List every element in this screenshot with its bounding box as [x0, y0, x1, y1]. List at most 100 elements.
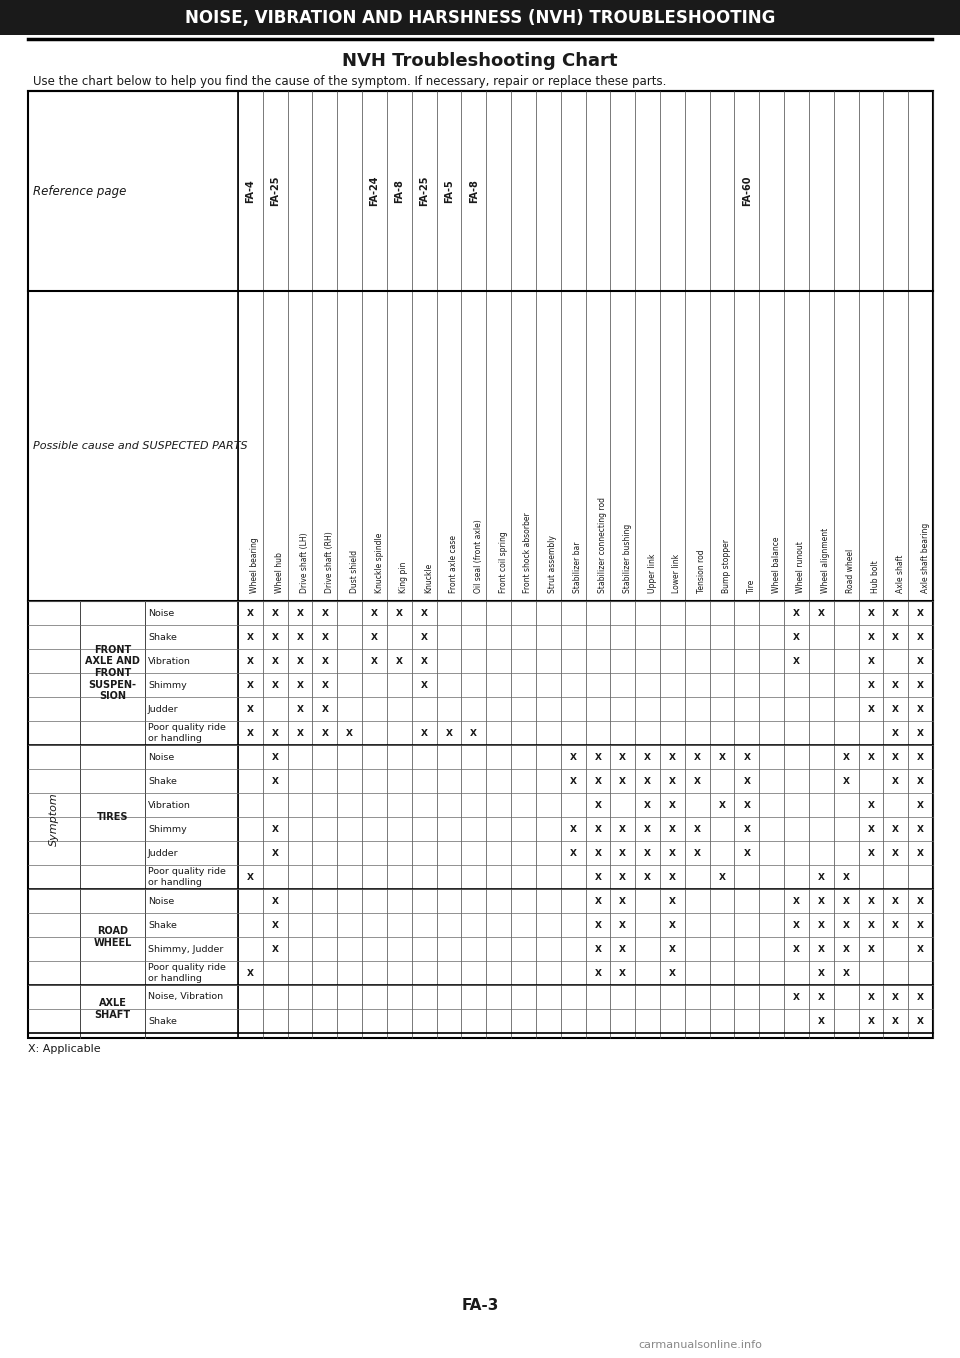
- Text: X: X: [569, 849, 577, 857]
- Text: X: X: [420, 656, 427, 665]
- Text: X: X: [694, 777, 701, 785]
- Text: Knuckle: Knuckle: [424, 562, 433, 593]
- Text: FRONT
AXLE AND
FRONT
SUSPEN-
SION: FRONT AXLE AND FRONT SUSPEN- SION: [85, 645, 140, 701]
- Text: Shimmy: Shimmy: [148, 680, 187, 690]
- Text: Front coil spring: Front coil spring: [498, 531, 508, 593]
- Text: Tire: Tire: [747, 579, 756, 593]
- Text: X: X: [297, 705, 303, 713]
- Text: TIRES: TIRES: [97, 812, 129, 822]
- Text: X: X: [420, 608, 427, 618]
- Text: X: X: [917, 752, 924, 762]
- Text: X: X: [272, 824, 278, 834]
- Text: X: X: [619, 968, 626, 978]
- Text: FA-8: FA-8: [395, 179, 404, 202]
- Text: X: X: [843, 921, 850, 929]
- Text: X: X: [594, 800, 601, 809]
- Text: X: X: [892, 824, 900, 834]
- Text: Knuckle spindle: Knuckle spindle: [374, 532, 383, 593]
- Text: X: X: [917, 608, 924, 618]
- Text: X: X: [868, 993, 875, 1001]
- Text: FA-8: FA-8: [468, 179, 479, 202]
- Text: X: X: [743, 800, 751, 809]
- Text: X: X: [793, 633, 800, 641]
- Text: Wheel hub: Wheel hub: [276, 553, 284, 593]
- Text: X: Applicable: X: Applicable: [28, 1044, 101, 1054]
- Text: X: X: [868, 608, 875, 618]
- Text: X: X: [619, 849, 626, 857]
- Text: FA-5: FA-5: [444, 179, 454, 202]
- Text: Front axle case: Front axle case: [449, 535, 458, 593]
- Text: X: X: [843, 968, 850, 978]
- Text: FA-60: FA-60: [742, 175, 752, 206]
- Text: Vibration: Vibration: [148, 800, 191, 809]
- Text: X: X: [917, 633, 924, 641]
- Text: X: X: [272, 896, 278, 906]
- Text: X: X: [868, 680, 875, 690]
- Text: X: X: [297, 608, 303, 618]
- Text: Wheel runout: Wheel runout: [797, 540, 805, 593]
- Text: Judder: Judder: [148, 705, 179, 713]
- Text: Tension rod: Tension rod: [697, 550, 707, 593]
- Text: FA-25: FA-25: [420, 175, 429, 206]
- Text: X: X: [669, 800, 676, 809]
- Text: Hub bolt: Hub bolt: [871, 561, 880, 593]
- Text: X: X: [793, 656, 800, 665]
- Text: X: X: [297, 680, 303, 690]
- Text: X: X: [569, 752, 577, 762]
- Text: Stabilizer bar: Stabilizer bar: [573, 542, 582, 593]
- Text: X: X: [892, 993, 900, 1001]
- Text: Noise: Noise: [148, 896, 175, 906]
- Text: X: X: [694, 824, 701, 834]
- Text: Poor quality ride
or handling: Poor quality ride or handling: [148, 724, 226, 743]
- Text: Axle shaft bearing: Axle shaft bearing: [921, 523, 929, 593]
- Text: X: X: [718, 800, 726, 809]
- Text: X: X: [868, 656, 875, 665]
- Text: Stabilizer connecting rod: Stabilizer connecting rod: [598, 497, 607, 593]
- Text: X: X: [868, 800, 875, 809]
- Text: X: X: [868, 705, 875, 713]
- Text: X: X: [843, 777, 850, 785]
- Text: X: X: [247, 633, 253, 641]
- Text: X: X: [594, 824, 601, 834]
- Text: X: X: [594, 896, 601, 906]
- Text: X: X: [247, 656, 253, 665]
- Text: X: X: [247, 728, 253, 737]
- Text: X: X: [892, 728, 900, 737]
- Text: Stabilizer bushing: Stabilizer bushing: [623, 524, 632, 593]
- Text: X: X: [644, 800, 651, 809]
- Text: X: X: [917, 680, 924, 690]
- Text: Poor quality ride
or handling: Poor quality ride or handling: [148, 963, 226, 983]
- Text: X: X: [917, 777, 924, 785]
- Text: X: X: [644, 777, 651, 785]
- Text: X: X: [917, 705, 924, 713]
- Text: X: X: [347, 728, 353, 737]
- Text: X: X: [669, 968, 676, 978]
- Text: X: X: [892, 1017, 900, 1025]
- Text: X: X: [843, 945, 850, 953]
- Text: X: X: [793, 608, 800, 618]
- Text: X: X: [297, 633, 303, 641]
- Text: X: X: [297, 656, 303, 665]
- Text: X: X: [743, 777, 751, 785]
- Text: X: X: [594, 777, 601, 785]
- Text: Dust shield: Dust shield: [349, 550, 359, 593]
- Text: X: X: [818, 1017, 825, 1025]
- Text: X: X: [272, 777, 278, 785]
- Text: X: X: [569, 777, 577, 785]
- Text: X: X: [818, 608, 825, 618]
- Text: X: X: [669, 896, 676, 906]
- Text: X: X: [818, 968, 825, 978]
- Text: Noise: Noise: [148, 752, 175, 762]
- Text: X: X: [322, 728, 328, 737]
- Text: X: X: [917, 824, 924, 834]
- Text: Shimmy: Shimmy: [148, 824, 187, 834]
- Text: X: X: [917, 896, 924, 906]
- Text: X: X: [669, 921, 676, 929]
- Text: X: X: [272, 656, 278, 665]
- Text: X: X: [272, 680, 278, 690]
- Text: Shake: Shake: [148, 921, 177, 929]
- Text: Poor quality ride
or handling: Poor quality ride or handling: [148, 868, 226, 887]
- Text: X: X: [619, 752, 626, 762]
- Text: X: X: [644, 849, 651, 857]
- Text: X: X: [247, 872, 253, 881]
